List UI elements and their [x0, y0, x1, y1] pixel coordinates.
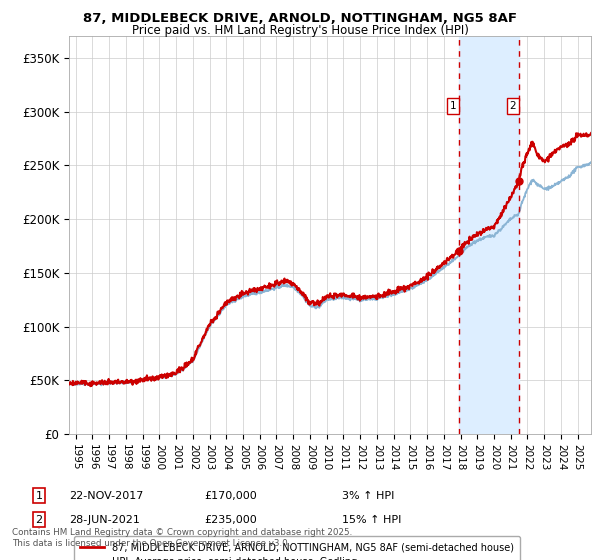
Text: 22-NOV-2017: 22-NOV-2017 [69, 491, 143, 501]
Text: 28-JUN-2021: 28-JUN-2021 [69, 515, 140, 525]
Text: 87, MIDDLEBECK DRIVE, ARNOLD, NOTTINGHAM, NG5 8AF: 87, MIDDLEBECK DRIVE, ARNOLD, NOTTINGHAM… [83, 12, 517, 25]
Text: Price paid vs. HM Land Registry's House Price Index (HPI): Price paid vs. HM Land Registry's House … [131, 24, 469, 36]
Text: 1: 1 [449, 101, 456, 111]
Text: 1: 1 [35, 491, 43, 501]
Text: Contains HM Land Registry data © Crown copyright and database right 2025.
This d: Contains HM Land Registry data © Crown c… [12, 528, 352, 548]
Text: £235,000: £235,000 [204, 515, 257, 525]
Text: £170,000: £170,000 [204, 491, 257, 501]
Text: 15% ↑ HPI: 15% ↑ HPI [342, 515, 401, 525]
Text: 2: 2 [510, 101, 517, 111]
Legend: 87, MIDDLEBECK DRIVE, ARNOLD, NOTTINGHAM, NG5 8AF (semi-detached house), HPI: Av: 87, MIDDLEBECK DRIVE, ARNOLD, NOTTINGHAM… [74, 536, 520, 560]
Text: 3% ↑ HPI: 3% ↑ HPI [342, 491, 394, 501]
Bar [459, 36, 519, 434]
Text: 2: 2 [35, 515, 43, 525]
